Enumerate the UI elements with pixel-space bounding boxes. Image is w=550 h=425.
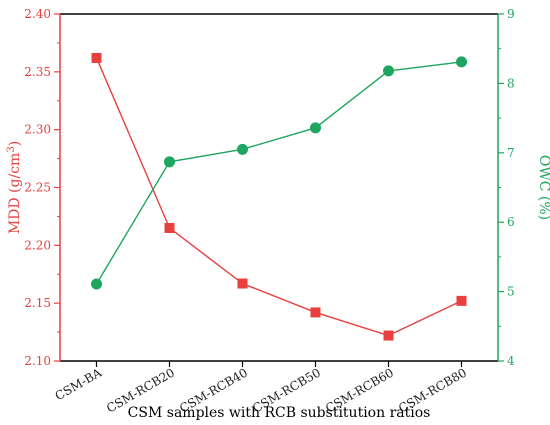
- left-tick-label: 2.20: [24, 238, 51, 252]
- left-tick-label: 2.30: [24, 123, 51, 137]
- x-axis-title: CSM samples with RCB substitution ratios: [128, 405, 431, 421]
- data-point-mdd: [310, 307, 321, 318]
- right-tick-label: 6: [507, 215, 515, 229]
- data-point-owc: [310, 122, 321, 134]
- left-tick-label: 2.25: [24, 181, 51, 195]
- x-category-label: CSM-BA: [53, 365, 105, 403]
- data-point-mdd: [91, 52, 102, 63]
- data-point-mdd: [164, 222, 175, 233]
- right-tick-label: 4: [507, 354, 515, 368]
- data-point-owc: [383, 65, 394, 77]
- series-line-mdd: [95, 57, 462, 337]
- left-tick-label: 2.35: [24, 65, 51, 79]
- data-point-owc: [456, 56, 467, 68]
- right-tick-label: 8: [507, 76, 515, 90]
- data-point-mdd: [237, 278, 248, 289]
- right-y-axis-title: OWC (%): [536, 155, 550, 220]
- left-tick-label: 2.10: [24, 354, 51, 368]
- left-tick-label: 2.40: [24, 7, 51, 21]
- data-point-owc: [91, 278, 102, 290]
- data-point-owc: [237, 143, 248, 155]
- left-y-axis-title: MDD (g/cm3): [6, 141, 23, 234]
- series-layer: [91, 52, 467, 341]
- data-point-mdd: [456, 295, 467, 306]
- right-tick-label: 9: [507, 7, 515, 21]
- series-line-owc: [95, 61, 462, 285]
- data-point-owc: [164, 156, 175, 168]
- axes: 2.10 2.15 2.20 2.25 2.30 2.35 2.40 4 5 6 7 8 9 CSM-BA…: [24, 7, 515, 416]
- right-tick-label: 5: [507, 285, 515, 299]
- right-tick-label: 7: [507, 146, 515, 160]
- data-point-mdd: [383, 330, 394, 341]
- left-tick-label: 2.15: [24, 296, 51, 310]
